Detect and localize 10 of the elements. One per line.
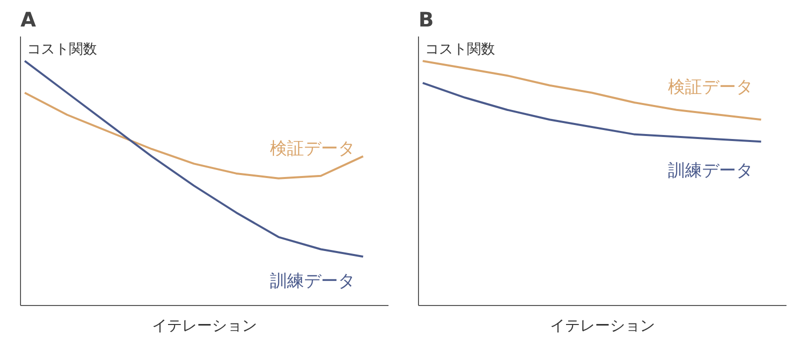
- series-label: 訓練データ: [668, 161, 753, 182]
- x-axis-title: イテレーション: [550, 316, 655, 334]
- series-label: 検証データ: [270, 138, 355, 159]
- chart-title: A: [20, 8, 36, 32]
- series-label: 検証データ: [668, 78, 753, 98]
- chart-title: B: [418, 8, 434, 32]
- y-axis-title: コスト関数: [424, 41, 495, 58]
- series-label: 訓練データ: [270, 271, 355, 292]
- y-axis-title: コスト関数: [26, 41, 97, 58]
- x-axis-title: イテレーション: [152, 316, 257, 334]
